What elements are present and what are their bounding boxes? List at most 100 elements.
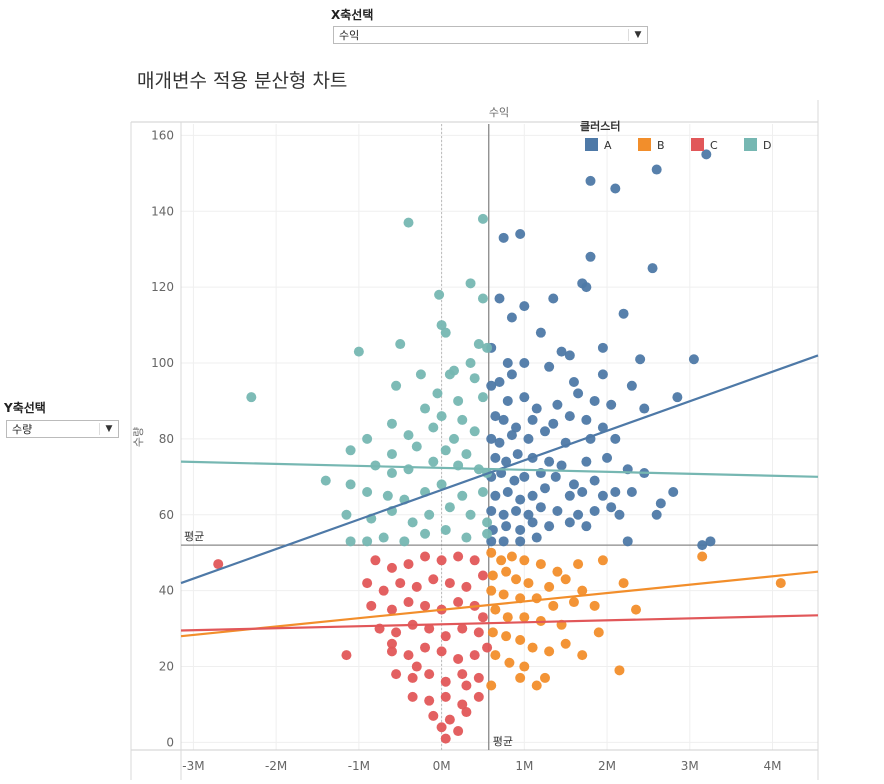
data-point-b <box>515 634 526 645</box>
legend[interactable]: 클러스터 A B C D <box>580 119 771 152</box>
data-point-b <box>486 547 497 558</box>
data-point-a <box>515 494 526 505</box>
x-tick-label: 3M <box>681 759 699 773</box>
data-point-c <box>457 669 468 680</box>
data-point-b <box>540 672 550 683</box>
data-point-d <box>477 213 488 224</box>
data-point-a <box>622 536 633 547</box>
data-point-a <box>494 376 505 387</box>
data-point-a <box>564 490 575 501</box>
legend-label-d[interactable]: D <box>763 139 771 152</box>
data-point-a <box>602 452 613 463</box>
legend-label-c[interactable]: C <box>710 139 718 152</box>
data-point-a <box>531 532 542 543</box>
data-point-a <box>544 521 555 532</box>
data-point-a <box>519 301 530 312</box>
data-point-c <box>469 555 480 566</box>
data-point-a <box>531 403 542 414</box>
data-point-a <box>490 490 501 501</box>
data-point-a <box>494 293 505 304</box>
chevron-down-icon[interactable]: ▼ <box>634 30 642 40</box>
data-point-d <box>378 532 389 543</box>
data-point-a <box>515 229 526 240</box>
data-point-c <box>391 627 402 638</box>
data-point-b <box>501 631 512 642</box>
data-point-c <box>403 650 414 661</box>
data-point-d <box>440 445 451 456</box>
data-point-a <box>647 263 658 274</box>
data-point-d <box>465 509 476 520</box>
x-tick-label: -3M <box>182 759 204 773</box>
chart-title: 매개변수 적용 분산형 차트 <box>137 70 348 92</box>
data-point-d <box>403 464 414 475</box>
data-point-c <box>386 638 397 649</box>
data-point-c <box>461 680 472 691</box>
data-point-a <box>651 164 662 175</box>
data-point-a <box>515 536 526 547</box>
data-point-c <box>411 661 422 672</box>
data-point-a <box>512 449 523 460</box>
legend-label-b[interactable]: B <box>657 139 665 152</box>
data-point-a <box>506 312 517 323</box>
data-point-a <box>564 350 575 361</box>
y-param-dropdown[interactable]: 수량 ▼ <box>6 420 119 438</box>
data-point-c <box>366 600 377 611</box>
data-point-a <box>635 354 646 365</box>
data-point-c <box>461 707 472 718</box>
data-point-c <box>440 676 451 687</box>
data-point-a <box>527 517 538 528</box>
data-point-b <box>544 646 555 657</box>
data-point-b <box>577 585 588 596</box>
y-tick-label: 20 <box>159 660 174 674</box>
data-point-a <box>544 361 555 372</box>
data-point-a <box>556 460 567 471</box>
data-point-a <box>544 456 555 467</box>
data-point-b <box>697 551 708 562</box>
x-param-title: X축선택 <box>331 8 374 22</box>
data-point-c <box>436 722 447 733</box>
x-tick-label: -2M <box>265 759 287 773</box>
dropdown-separator <box>99 423 100 435</box>
data-point-c <box>436 646 447 657</box>
data-point-a <box>581 456 592 467</box>
data-point-c <box>482 642 493 653</box>
data-point-a <box>564 411 575 422</box>
gridlines <box>181 124 818 750</box>
data-point-c <box>453 597 464 608</box>
data-point-d <box>477 392 488 403</box>
data-point-c <box>407 672 418 683</box>
data-point-b <box>486 680 497 691</box>
data-point-d <box>246 392 257 403</box>
data-point-a <box>577 487 588 498</box>
data-point-c <box>453 726 464 737</box>
data-point-d <box>382 490 393 501</box>
legend-swatch-b[interactable] <box>638 138 651 151</box>
legend-swatch-d[interactable] <box>744 138 757 151</box>
data-point-b <box>504 657 515 668</box>
data-point-c <box>386 562 397 573</box>
data-point-a <box>556 346 567 357</box>
data-point-b <box>515 672 526 683</box>
data-point-a <box>501 521 512 532</box>
data-point-c <box>436 555 447 566</box>
data-point-c <box>386 604 397 615</box>
y-tick-label: 0 <box>166 735 174 749</box>
data-point-d <box>465 358 476 369</box>
data-point-a <box>519 358 530 369</box>
data-point-a <box>668 487 679 498</box>
legend-swatch-c[interactable] <box>691 138 704 151</box>
data-point-a <box>501 456 512 467</box>
data-point-b <box>597 555 608 566</box>
data-point-a <box>585 251 596 262</box>
legend-swatch-a[interactable] <box>585 138 598 151</box>
data-point-d <box>345 445 356 456</box>
data-point-c <box>457 623 468 634</box>
x-param-dropdown[interactable]: 수익 ▼ <box>333 26 648 44</box>
chevron-down-icon[interactable]: ▼ <box>105 424 113 434</box>
data-point-d <box>457 490 468 501</box>
data-point-c <box>403 597 414 608</box>
data-point-a <box>581 521 592 532</box>
legend-label-a[interactable]: A <box>604 139 612 152</box>
data-point-d <box>482 342 493 353</box>
